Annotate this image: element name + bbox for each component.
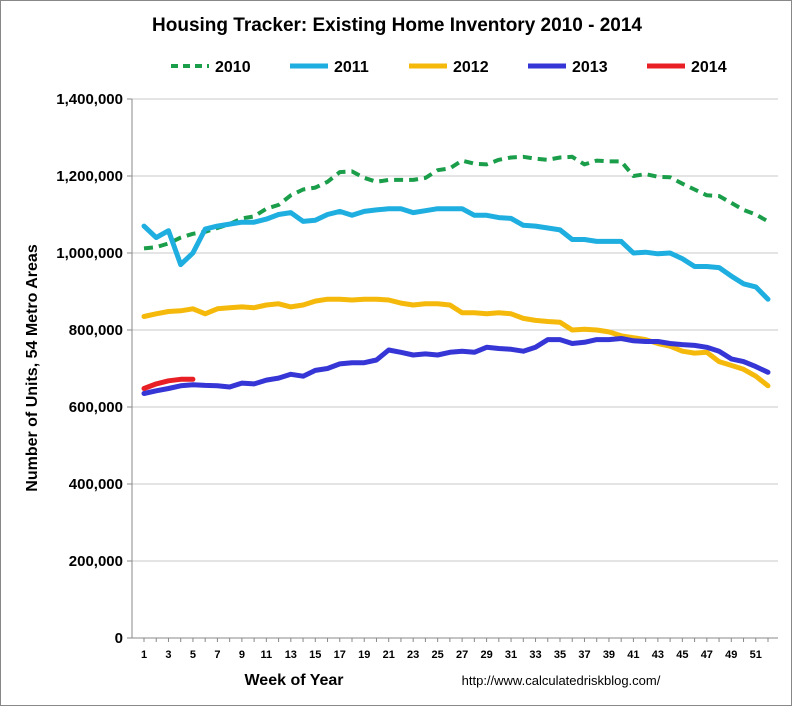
y-tick-label-2: 400,000 <box>69 476 123 493</box>
legend: 2010 2011 2012 2013 2014 <box>171 59 727 76</box>
x-axis-ticks: 1 3 5 7 9 11 13 15 17 19 21 23 25 27 29 31 33 35 37 39 41 43 4… <box>141 638 769 661</box>
x-tick-label-7: 7 <box>214 649 220 661</box>
x-tick-label-19: 19 <box>358 649 370 661</box>
x-tick-label-17: 17 <box>334 649 346 661</box>
x-tick-label-37: 37 <box>578 649 590 661</box>
series-line-2013 <box>141 336 771 396</box>
x-tick-label-31: 31 <box>505 649 517 661</box>
x-tick-label-41: 41 <box>627 649 639 661</box>
x-tick-label-23: 23 <box>407 649 419 661</box>
y-tick-label-5: 1,000,000 <box>56 245 123 262</box>
source-url: http://www.calculatedriskblog.com/ <box>462 673 661 688</box>
series-line-2014 <box>141 376 196 391</box>
y-tick-label-3: 600,000 <box>69 399 123 416</box>
y-axis-label: Number of Units, 54 Metro Areas <box>24 244 41 492</box>
x-tick-label-47: 47 <box>701 649 713 661</box>
x-tick-label-3: 3 <box>165 649 171 661</box>
x-tick-label-33: 33 <box>529 649 541 661</box>
y-axis-ticks: 0 200,000 400,000 600,000 800,000 1,000,000 1,… <box>56 91 132 647</box>
y-tick-label-1: 200,000 <box>69 553 123 570</box>
x-tick-label-13: 13 <box>285 649 297 661</box>
plot-area <box>131 99 778 639</box>
x-axis-label: Week of Year <box>244 672 343 689</box>
x-tick-label-27: 27 <box>456 649 468 661</box>
gridlines <box>132 98 778 562</box>
x-tick-label-45: 45 <box>676 649 688 661</box>
y-tick-label-0: 0 <box>115 630 123 647</box>
x-tick-label-35: 35 <box>554 649 566 661</box>
x-tick-label-11: 11 <box>261 649 273 661</box>
x-tick-label-21: 21 <box>383 649 395 661</box>
series-line-2011 <box>141 206 771 302</box>
chart-title: Housing Tracker: Existing Home Inventory… <box>152 15 642 36</box>
y-tick-label-6: 1,200,000 <box>56 168 123 185</box>
legend-label-2013: 2013 <box>572 59 608 76</box>
y-tick-label-7: 1,400,000 <box>56 91 123 108</box>
x-tick-label-25: 25 <box>432 649 444 661</box>
x-tick-label-5: 5 <box>190 649 196 661</box>
x-tick-label-39: 39 <box>603 649 615 661</box>
x-tick-label-9: 9 <box>239 649 245 661</box>
y-tick-label-4: 800,000 <box>69 322 123 339</box>
series-line-2010 <box>143 154 769 251</box>
x-tick-label-15: 15 <box>309 649 321 661</box>
legend-label-2012: 2012 <box>453 59 489 76</box>
series-lines <box>141 154 771 396</box>
legend-label-2014: 2014 <box>691 59 727 76</box>
legend-label-2010: 2010 <box>215 59 251 76</box>
x-tick-label-43: 43 <box>652 649 664 661</box>
x-tick-label-1: 1 <box>141 649 147 661</box>
x-tick-label-29: 29 <box>480 649 492 661</box>
x-tick-label-51: 51 <box>750 649 762 661</box>
x-tick-label-49: 49 <box>725 649 737 661</box>
legend-label-2011: 2011 <box>334 59 369 76</box>
